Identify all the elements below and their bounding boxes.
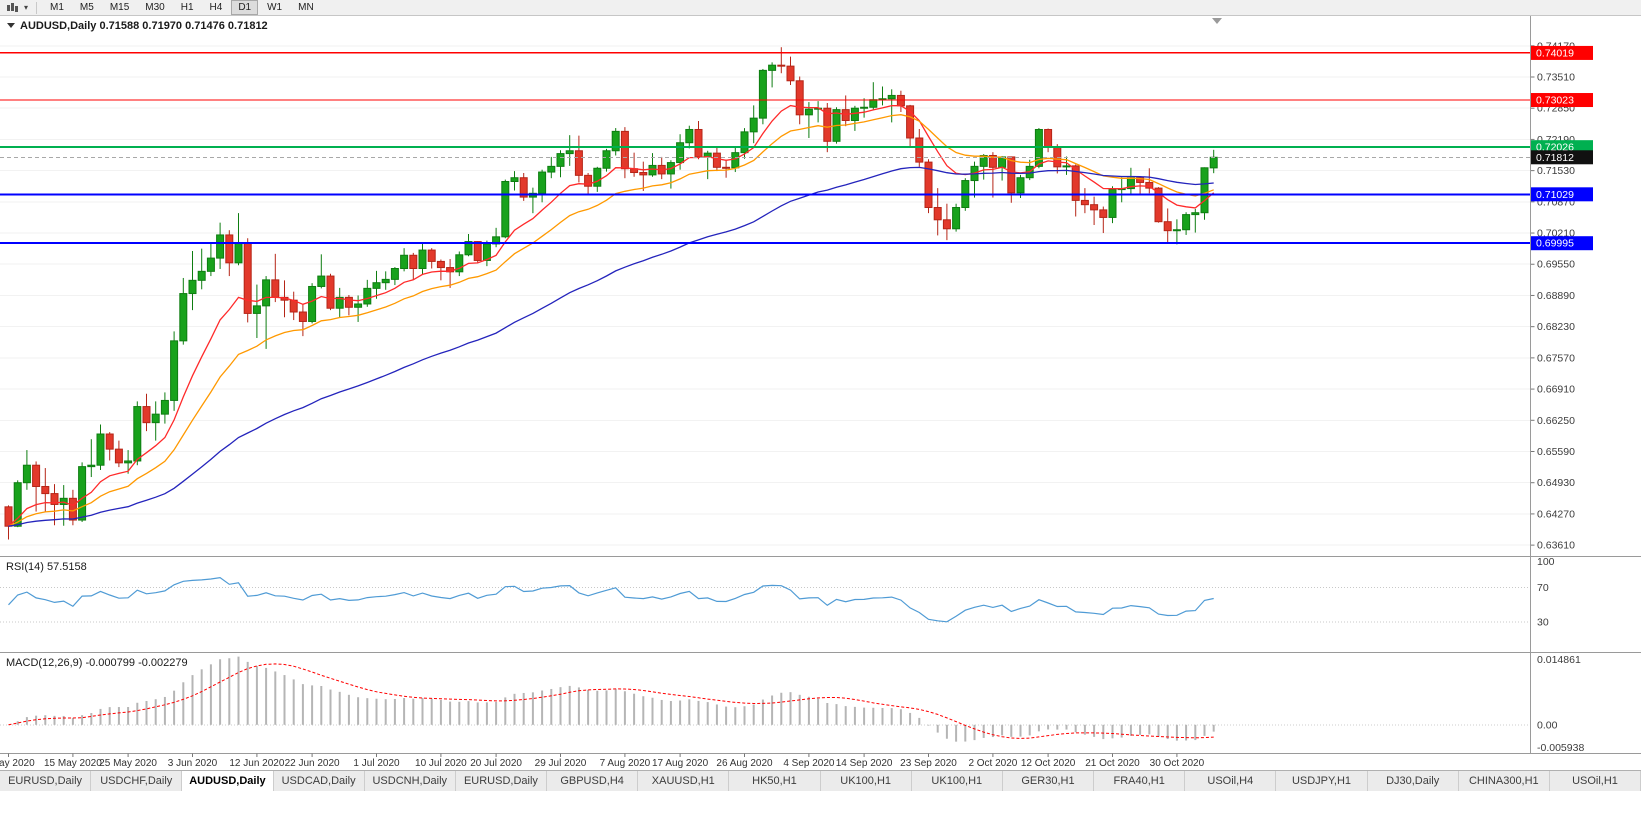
rsi-panel: RSI(14) 57.5158 100 70 30 [0,556,1555,628]
svg-text:0.73023: 0.73023 [1536,95,1574,107]
price-line-badges: 0.740190.730230.720260.710290.699950.718… [1531,45,1593,251]
svg-text:14 Sep 2020: 14 Sep 2020 [836,758,893,769]
chart-type-icon[interactable] [4,1,20,14]
svg-text:0.00: 0.00 [1537,719,1558,731]
chart-shift-marker[interactable] [1212,18,1222,24]
svg-text:MACD(12,26,9) -0.000799 -0.002: MACD(12,26,9) -0.000799 -0.002279 [6,657,188,669]
svg-text:30 Oct 2020: 30 Oct 2020 [1150,758,1205,769]
svg-text:0.68890: 0.68890 [1537,290,1575,302]
svg-text:0.73510: 0.73510 [1537,71,1575,83]
candlestick-series[interactable] [4,47,1218,540]
chart-tab-dj30-daily[interactable]: DJ30,Daily [1367,771,1459,791]
svg-text:RSI(14) 57.5158: RSI(14) 57.5158 [6,561,87,573]
chart-tab-eurusd-daily[interactable]: EURUSD,Daily [455,771,548,791]
chart-tab-usdchf-daily[interactable]: USDCHF,Daily [91,771,183,791]
timeframe-button-h1[interactable]: H1 [180,2,194,13]
timeframe-button-d1[interactable]: D1 [231,0,259,15]
svg-text:0.014861: 0.014861 [1537,654,1581,666]
chart-tab-usdcad-daily[interactable]: USDCAD,Daily [273,771,365,791]
svg-text:17 Aug 2020: 17 Aug 2020 [652,758,709,769]
svg-text:4 Sep 2020: 4 Sep 2020 [783,758,835,769]
timeframe-buttons: M1 M5 M15 M30 H1 H4 D1 W1 MN [42,0,322,16]
price-gridlines [0,45,1530,546]
timeframe-toolbar: ▾ M1 M5 M15 M30 H1 H4 D1 W1 MN [0,0,1641,16]
chart-tab-fra40-h1[interactable]: FRA40,H1 [1094,771,1186,791]
chart-tab-usdjpy-h1[interactable]: USDJPY,H1 [1276,771,1368,791]
svg-text:29 Jul 2020: 29 Jul 2020 [535,758,587,769]
svg-text:22 Jun 2020: 22 Jun 2020 [285,758,340,769]
svg-text:0.64930: 0.64930 [1537,477,1575,489]
macd-panel: MACD(12,26,9) -0.000799 -0.002279 0.01486… [0,654,1584,754]
chart-tab-xauusd-h1[interactable]: XAUUSD,H1 [638,771,730,791]
timeframe-button-mn[interactable]: MN [298,2,314,13]
timeframe-button-m30[interactable]: M30 [145,2,165,13]
chart-tab-uk100-h1[interactable]: UK100,H1 [820,771,912,791]
svg-text:100: 100 [1537,556,1555,568]
timeframe-button-m15[interactable]: M15 [109,2,130,13]
svg-text:2 Oct 2020: 2 Oct 2020 [968,758,1017,769]
svg-text:0.71029: 0.71029 [1536,189,1574,201]
timeframe-button-h4[interactable]: H4 [209,2,223,13]
svg-text:30: 30 [1537,616,1549,628]
svg-text:0.74019: 0.74019 [1536,47,1574,59]
chart-tab-bar: EURUSD,Daily USDCHF,Daily AUDUSD,Daily USDC… [0,770,1641,791]
chart-title: AUDUSD,Daily 0.71588 0.71970 0.71476 0.7… [7,20,268,32]
svg-text:70: 70 [1537,582,1549,594]
svg-text:26 Aug 2020: 26 Aug 2020 [716,758,773,769]
svg-text:0.65590: 0.65590 [1537,446,1575,458]
timeframe-button-w1[interactable]: W1 [267,2,283,13]
chart-tab-china300-h1[interactable]: CHINA300,H1 [1458,771,1550,791]
chart-tab-eurusd-daily[interactable]: EURUSD,Daily [0,771,92,791]
svg-text:20 Jul 2020: 20 Jul 2020 [470,758,522,769]
svg-text:15 May 2020: 15 May 2020 [44,758,102,769]
panel-separators [0,16,1641,754]
price-scale[interactable]: 0.741700.735100.728500.721900.715300.708… [1531,40,1575,552]
chart-tab-hk50-h1[interactable]: HK50,H1 [729,771,821,791]
bottom-filler [0,791,1641,832]
chart-tab-usoil-h1[interactable]: USOil,H1 [1549,771,1641,791]
moving-average-lines [8,104,1215,527]
horizontal-price-lines[interactable] [0,52,1530,245]
svg-text:0.67570: 0.67570 [1537,352,1575,364]
svg-text:1 Jul 2020: 1 Jul 2020 [353,758,400,769]
chart-tab-usdcnh-daily[interactable]: USDCNH,Daily [364,771,456,791]
svg-text:0.66910: 0.66910 [1537,384,1575,396]
timeframe-button-m5[interactable]: M5 [79,2,94,13]
svg-text:12 Oct 2020: 12 Oct 2020 [1021,758,1076,769]
svg-text:0.71812: 0.71812 [1536,152,1574,164]
svg-text:3 Jun 2020: 3 Jun 2020 [168,758,218,769]
chart-tab-audusd-daily[interactable]: AUDUSD,Daily [182,771,274,791]
svg-text:23 Sep 2020: 23 Sep 2020 [900,758,957,769]
svg-text:AUDUSD,Daily 0.71588 0.71970 0: AUDUSD,Daily 0.71588 0.71970 0.71476 0.7… [20,20,268,32]
svg-text:0.69550: 0.69550 [1537,259,1575,271]
svg-text:7 Aug 2020: 7 Aug 2020 [600,758,651,769]
chart-canvas[interactable]: 0.741700.735100.728500.721900.715300.708… [0,16,1641,770]
chart-tab-usoil-h4[interactable]: USOil,H4 [1185,771,1277,791]
svg-text:-0.005938: -0.005938 [1537,742,1584,754]
svg-text:6 May 2020: 6 May 2020 [0,758,35,769]
svg-text:0.71530: 0.71530 [1537,165,1575,177]
chart-tab-ger30-h1[interactable]: GER30,H1 [1002,771,1095,791]
svg-text:21 Oct 2020: 21 Oct 2020 [1085,758,1140,769]
svg-text:12 Jun 2020: 12 Jun 2020 [229,758,284,769]
chart-tab-gbpusd-h4[interactable]: GBPUSD,H4 [547,771,639,791]
svg-text:25 May 2020: 25 May 2020 [99,758,157,769]
svg-text:0.63610: 0.63610 [1537,540,1575,552]
svg-text:0.68230: 0.68230 [1537,321,1575,333]
svg-text:0.64270: 0.64270 [1537,508,1575,520]
chart-tab-uk100-h1[interactable]: UK100,H1 [911,771,1003,791]
svg-text:0.66250: 0.66250 [1537,415,1575,427]
candlestick-chart-glyph [6,2,18,12]
timeframe-button-m1[interactable]: M1 [50,2,64,13]
svg-text:10 Jul 2020: 10 Jul 2020 [415,758,467,769]
toolbar-separator [36,1,37,14]
chart-type-dropdown-icon[interactable]: ▾ [23,3,28,12]
svg-text:0.69995: 0.69995 [1536,238,1574,250]
